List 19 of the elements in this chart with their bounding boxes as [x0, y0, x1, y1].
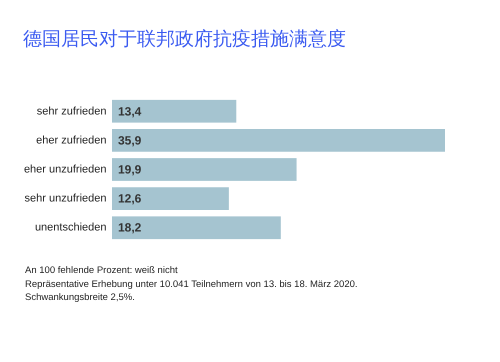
data-label: 19,9 — [118, 162, 142, 176]
text: An 100 fehlende Prozent: weiß nicht — [25, 264, 179, 278]
chart-title: 德国居民对于联邦政府抗疫措施满意度 — [23, 27, 346, 52]
bar — [112, 216, 281, 240]
y-tick-label: unentschieden — [34, 222, 106, 234]
data-label: 13,4 — [118, 104, 142, 118]
bar — [112, 100, 236, 123]
text: Schwankungsbreite 2,5%. — [25, 291, 136, 304]
y-tick-label: eher zufrieden — [36, 134, 106, 146]
bar — [112, 129, 445, 152]
bar — [112, 158, 297, 181]
y-tick-label: sehr unzufrieden — [24, 192, 106, 205]
data-label: 12,6 — [118, 192, 142, 206]
data-label: 35,9 — [118, 133, 142, 148]
text: Repräsentative Erhebung unter 10.041 Teilnehmern von 13. bis 18. März 2020. — [25, 278, 358, 291]
y-tick-label: sehr zufrieden — [36, 105, 106, 118]
data-label: 18,2 — [118, 220, 142, 235]
y-tick-label: eher unzufrieden — [24, 164, 106, 176]
bar — [112, 187, 229, 210]
